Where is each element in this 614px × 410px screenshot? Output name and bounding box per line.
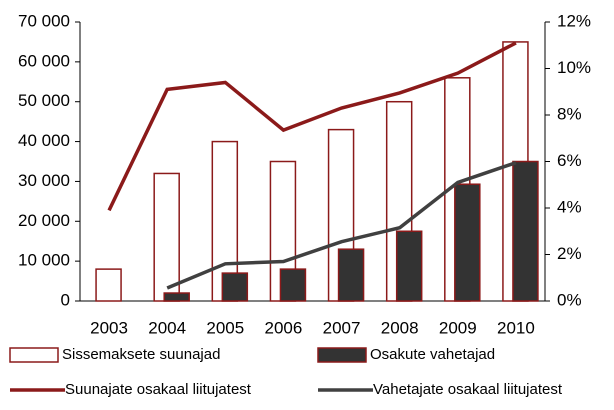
y-tick-label: 60 000: [18, 51, 70, 70]
x-tick-label: 2010: [497, 318, 535, 337]
y-tick-label: 0: [61, 290, 70, 309]
x-tick-label: 2008: [381, 318, 419, 337]
x-tick-label: 2009: [439, 318, 477, 337]
legend-swatch: [317, 347, 367, 363]
y2-tick-label: 0%: [557, 290, 582, 309]
y-tick-label: 70 000: [18, 11, 70, 30]
y-tick-label: 30 000: [18, 171, 70, 190]
legend-label: Sissemaksete suunajad: [62, 346, 220, 363]
bar: [337, 248, 365, 302]
x-tick-label: 2004: [148, 318, 186, 337]
x-tick-label: 2006: [265, 318, 303, 337]
y-tick-label: 40 000: [18, 131, 70, 150]
bar: [163, 292, 190, 302]
line: [166, 161, 517, 290]
y2-tick-label: 12%: [557, 11, 591, 30]
y2-tick-label: 8%: [557, 104, 582, 123]
bar: [395, 230, 423, 302]
bar: [95, 268, 122, 302]
x-tick-label: 2005: [206, 318, 244, 337]
bar: [153, 172, 180, 302]
y-tick-label: 10 000: [18, 251, 70, 270]
y2-tick-label: 4%: [557, 197, 582, 216]
y2-tick-label: 10%: [557, 58, 591, 77]
legend-label: Osakute vahetajad: [370, 346, 495, 363]
legend-label: Suunajate osakaal liitujatest: [65, 381, 252, 398]
bar: [279, 268, 307, 302]
bar: [454, 183, 481, 302]
y-tick-label: 20 000: [18, 211, 70, 230]
line: [107, 41, 517, 212]
y2-tick-label: 6%: [557, 151, 582, 170]
x-tick-label: 2007: [323, 318, 361, 337]
bar: [512, 160, 539, 302]
y-tick-label: 50 000: [18, 91, 70, 110]
y2-tick-label: 2%: [557, 244, 582, 263]
legend-swatch: [9, 347, 59, 363]
legend-label: Vahetajate osakaal liitujatest: [373, 381, 563, 398]
x-tick-label: 2003: [90, 318, 128, 337]
bar: [221, 272, 249, 302]
